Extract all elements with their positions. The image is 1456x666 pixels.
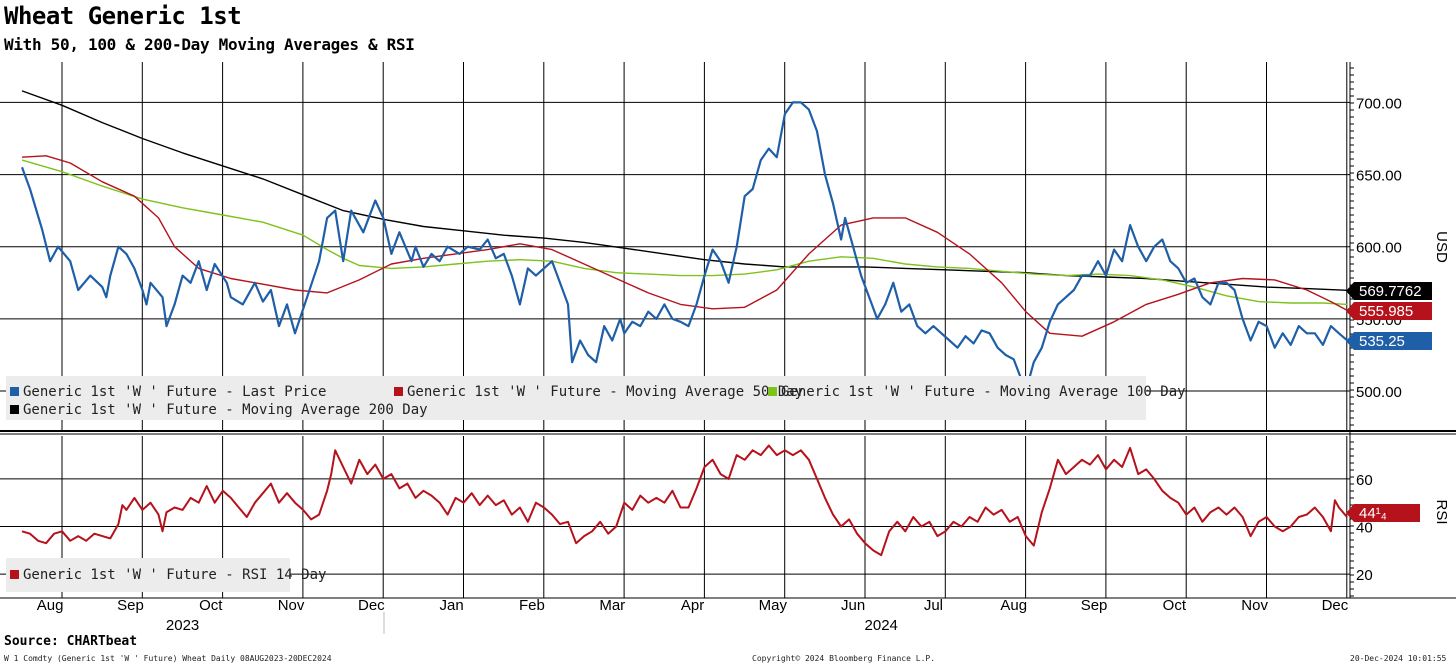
ticker-info: W 1 Comdty (Generic 1st 'W ' Future) Whe… [4,654,332,663]
chart-subtitle: With 50, 100 & 200-Day Moving Averages &… [4,35,415,54]
legend-label: Generic 1st 'W ' Future - Moving Average… [407,384,804,400]
legend-swatch [10,569,19,579]
month-label: Feb [519,597,545,614]
legend-item-ma50: Generic 1st 'W ' Future - Moving Average… [394,384,803,400]
price-gridlines [0,101,1350,392]
month-label: Sep [1081,597,1108,614]
legend-label: Generic 1st 'W ' Future - Moving Average… [23,402,428,418]
x-axis-labels: Aug Sep Oct Nov Dec Jan Feb Mar Apr May Jun Jul Aug S… [37,597,1349,634]
tag-label: 535.25 [1359,333,1405,350]
tag-box [1346,302,1432,320]
price-legend: Generic 1st 'W ' Future - Last Price Gen… [6,376,1186,420]
ma200-line-series [21,90,1348,291]
tag-label: 569.7762 [1359,283,1422,300]
copyright: Copyright© 2024 Bloomberg Finance L.P. [752,654,936,663]
rsi-tick-label: 20 [1356,567,1373,584]
legend-swatch [10,386,19,396]
chart-title: Wheat Generic 1st [4,2,242,30]
rsi-tick-label: 40 [1356,520,1373,537]
price-tick-label: 700.00 [1356,95,1402,112]
year-label: 2024 [865,617,898,634]
rsi-tick-label: 60 [1356,472,1373,489]
year-label: 2023 [166,617,199,634]
price-tick-label: 650.00 [1356,168,1402,185]
price-value-tag: 535.25 [1346,332,1432,350]
month-label: Nov [1241,597,1268,614]
price-axis-title: USD [1433,231,1450,263]
axes-group [0,62,1456,599]
rsi-series-group [21,444,1348,557]
month-label: Dec [1322,597,1349,614]
price-line-series [20,101,1348,393]
tag-box [1346,332,1432,350]
month-label: Oct [199,597,223,614]
ma200-value-tag: 569.7762 [1346,282,1432,300]
timestamp: 20-Dec-2024 10:01:55 [1350,654,1447,663]
legend-item-rsi: Generic 1st 'W ' Future - RSI 14 Day [10,567,326,583]
rsi-axis-title: RSI [1433,499,1450,524]
month-label: Mar [599,597,625,614]
month-label: Jan [440,597,464,614]
legend-swatch [394,386,403,396]
tag-box [1346,282,1432,300]
price-tick-label: 600.00 [1356,240,1402,257]
rsi-line-series [21,444,1348,557]
tag-box [1346,504,1420,522]
legend-item-ma100: Generic 1st 'W ' Future - Moving Average… [768,384,1186,400]
rsi-value-tag: 44¹₄ [1346,504,1420,522]
month-label: Nov [278,597,305,614]
last-value-tags: 569.7762 555.985 535.25 44¹₄ [1346,282,1432,522]
vertical-gridlines [61,62,1348,598]
month-label: Oct [1163,597,1187,614]
month-label: Sep [117,597,144,614]
month-label: Aug [1000,597,1027,614]
legend-swatch [768,386,777,396]
tag-label: 44¹₄ [1359,505,1387,522]
legend-swatch [10,404,19,414]
month-label: Dec [358,597,385,614]
rsi-tick-labels: 20 40 60 RSI [1356,472,1450,584]
rsi-legend: Generic 1st 'W ' Future - RSI 14 Day [6,558,326,592]
legend-label: Generic 1st 'W ' Future - Last Price [23,384,327,400]
legend-item-ma200: Generic 1st 'W ' Future - Moving Average… [10,402,428,418]
legend-label: Generic 1st 'W ' Future - Moving Average… [781,384,1186,400]
legend-item-last-price: Generic 1st 'W ' Future - Last Price [10,384,326,400]
month-label: Jul [924,597,943,614]
ma100-line-series [21,159,1348,306]
month-label: Aug [37,597,64,614]
price-series-group [20,90,1348,393]
legend-label: Generic 1st 'W ' Future - RSI 14 Day [23,567,327,583]
ma50-line-series [21,155,1348,337]
price-tick-label: 500.00 [1356,384,1402,401]
ma50-value-tag: 555.985 [1346,302,1432,320]
month-label: May [759,597,788,614]
month-label: Jun [841,597,865,614]
tag-label: 555.985 [1359,303,1413,320]
source-label: Source: CHARTbeat [4,634,138,649]
month-label: Apr [681,597,704,614]
